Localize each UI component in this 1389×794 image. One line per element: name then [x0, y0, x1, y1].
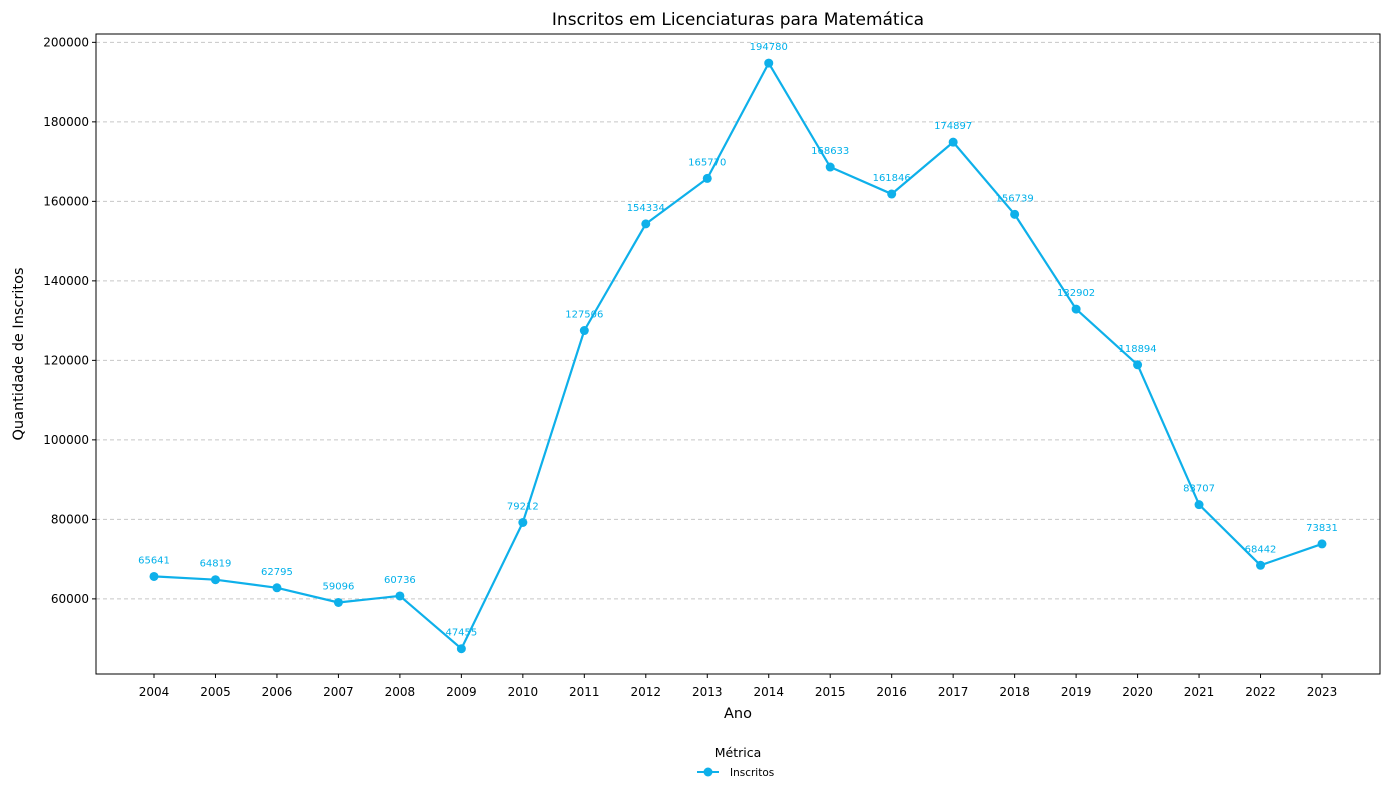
series-line	[153, 61, 1323, 650]
x-tick-label: 2018	[999, 685, 1030, 699]
y-tick-label: 80000	[51, 512, 89, 526]
data-point	[579, 326, 589, 336]
y-tick-label: 100000	[43, 433, 89, 447]
data-point	[887, 189, 897, 199]
data-point	[948, 137, 958, 147]
x-tick-label: 2007	[323, 685, 354, 699]
x-axis: 2004 2005 2006 2007 2008 2009 2010 2011 2012 2013…	[139, 674, 1338, 699]
data-label: 59096	[323, 581, 355, 592]
x-tick-label: 2014	[753, 685, 784, 699]
x-tick-label: 2013	[692, 685, 723, 699]
data-point	[1317, 539, 1327, 549]
y-tick-label: 200000	[43, 35, 89, 49]
y-tick-label: 180000	[43, 115, 89, 129]
x-tick-label: 2015	[815, 685, 846, 699]
x-tick-label: 2005	[200, 685, 231, 699]
data-point	[764, 58, 774, 68]
x-tick-label: 2011	[569, 685, 600, 699]
data-point	[395, 591, 405, 601]
data-label: 47455	[445, 628, 477, 639]
grid-lines	[96, 41, 1380, 600]
data-label: 168633	[811, 146, 849, 157]
x-tick-label: 2008	[385, 685, 416, 699]
data-point	[210, 575, 220, 585]
data-point	[272, 583, 282, 593]
x-tick-label: 2021	[1184, 685, 1215, 699]
data-label: 68442	[1245, 544, 1277, 555]
x-tick-label: 2020	[1122, 685, 1153, 699]
data-label: 83707	[1183, 484, 1215, 495]
data-label: 127506	[565, 310, 603, 321]
y-tick-label: 140000	[43, 274, 89, 288]
data-label: 73831	[1306, 523, 1338, 534]
y-tick-label: 160000	[43, 194, 89, 208]
x-tick-label: 2004	[139, 685, 170, 699]
legend: Métrica Inscritos	[697, 745, 774, 779]
data-point	[825, 162, 835, 172]
data-point	[518, 517, 528, 527]
data-point	[1256, 560, 1266, 570]
x-tick-label: 2016	[876, 685, 907, 699]
data-point	[641, 219, 651, 229]
data-point	[1010, 209, 1020, 219]
data-label: 62795	[261, 567, 293, 578]
legend-entry-inscritos: Inscritos	[730, 767, 774, 779]
chart-title: Inscritos em Licenciaturas para Matemáti…	[552, 10, 924, 30]
x-tick-label: 2022	[1245, 685, 1276, 699]
plot-area	[95, 33, 1381, 675]
x-tick-label: 2012	[631, 685, 662, 699]
y-axis-label: Quantidade de Inscritos	[11, 267, 27, 440]
data-label: 132902	[1057, 288, 1095, 299]
data-point	[149, 571, 159, 581]
data-label: 174897	[934, 121, 972, 132]
data-label: 156739	[996, 193, 1034, 204]
data-label: 79212	[507, 501, 539, 512]
y-tick-label: 120000	[43, 353, 89, 367]
data-label: 165770	[688, 157, 726, 168]
data-label: 60736	[384, 575, 416, 586]
x-tick-label: 2019	[1061, 685, 1092, 699]
data-label: 161846	[873, 173, 911, 184]
data-label: 64819	[200, 559, 232, 570]
data-label: 118894	[1118, 344, 1156, 355]
data-point	[702, 173, 712, 183]
x-tick-label: 2017	[938, 685, 969, 699]
x-tick-label: 2006	[262, 685, 293, 699]
data-point	[1194, 500, 1204, 510]
x-axis-label: Ano	[724, 706, 752, 722]
data-point	[456, 644, 466, 654]
legend-title: Métrica	[715, 745, 762, 760]
x-tick-label: 2009	[446, 685, 477, 699]
data-label: 194780	[750, 42, 788, 53]
x-tick-label: 2010	[508, 685, 539, 699]
data-point	[1133, 360, 1143, 370]
y-axis: 60000 80000 100000 120000 140000 160000 180000…	[43, 35, 96, 606]
data-point	[1071, 304, 1081, 314]
data-label: 154334	[627, 203, 665, 214]
data-label: 65641	[138, 555, 170, 566]
data-point	[333, 597, 343, 607]
data-labels: 65641 64819 62795 59096 60736 47455 79212 12750…	[138, 42, 1338, 639]
series-inscritos	[149, 58, 1327, 654]
x-tick-label: 2023	[1307, 685, 1338, 699]
legend-swatch-marker	[703, 767, 713, 777]
y-tick-label: 60000	[51, 592, 89, 606]
